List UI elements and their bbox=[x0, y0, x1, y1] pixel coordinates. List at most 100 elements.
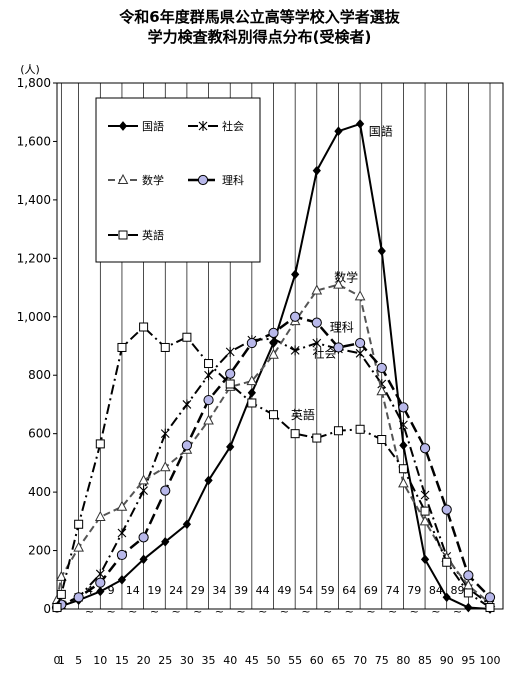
data-point bbox=[74, 519, 84, 529]
x-tick-label-lower: 5 bbox=[75, 654, 82, 667]
data-point bbox=[182, 519, 192, 530]
legend-item: 英語 bbox=[108, 228, 164, 242]
x-tick-label-lower: 70 bbox=[353, 654, 367, 667]
x-tick-label-upper: 64 bbox=[342, 584, 356, 597]
chart-title-line2: 学力検査教科別得点分布(受検者) bbox=[147, 28, 372, 46]
y-tick-label: 1,800 bbox=[17, 76, 51, 90]
data-point bbox=[117, 173, 129, 184]
x-tick-label-upper: 9 bbox=[108, 584, 115, 597]
data-point bbox=[182, 399, 192, 410]
x-tick-label-lower: 65 bbox=[331, 654, 345, 667]
series-4 bbox=[52, 322, 495, 613]
data-point bbox=[312, 165, 321, 176]
data-point bbox=[312, 338, 322, 349]
x-tick-label-lower: 50 bbox=[267, 654, 281, 667]
data-point bbox=[159, 461, 171, 472]
data-point bbox=[377, 246, 386, 256]
x-tick-label-lower: 10 bbox=[93, 654, 107, 667]
data-point bbox=[354, 290, 366, 301]
data-point bbox=[203, 394, 214, 406]
data-point bbox=[139, 554, 148, 565]
series-line bbox=[56, 283, 491, 604]
data-point bbox=[464, 602, 473, 613]
data-point bbox=[55, 570, 67, 581]
x-tick-label-upper: 14 bbox=[126, 584, 140, 597]
x-tick-label-lower: 1 bbox=[58, 654, 65, 667]
data-point bbox=[419, 443, 431, 454]
x-tick-label-upper: 69 bbox=[364, 584, 378, 597]
x-tick-label-lower: 100 bbox=[480, 654, 501, 667]
range-tilde-mark: ~ bbox=[323, 605, 332, 618]
series-annotation: 数学 bbox=[334, 270, 358, 285]
data-point bbox=[117, 528, 127, 539]
y-tick-label: 200 bbox=[28, 544, 51, 558]
x-tick-label-upper: 49 bbox=[277, 584, 291, 597]
range-tilde-mark: ~ bbox=[193, 605, 202, 618]
data-point bbox=[96, 586, 105, 597]
x-tick-label-lower: 35 bbox=[202, 654, 216, 667]
data-point bbox=[204, 475, 213, 486]
data-point bbox=[118, 230, 128, 240]
y-tick-label: 0 bbox=[43, 602, 51, 616]
range-tilde-mark: ~ bbox=[388, 605, 397, 618]
data-point bbox=[197, 174, 209, 186]
data-point bbox=[334, 126, 343, 137]
range-tilde-mark: ~ bbox=[236, 605, 245, 618]
legend-item: 理科 bbox=[188, 173, 244, 187]
legend-label: 数学 bbox=[142, 173, 164, 187]
data-point bbox=[160, 342, 170, 352]
legend-label: 理科 bbox=[222, 173, 244, 187]
data-point bbox=[160, 428, 170, 439]
range-tilde-mark: ~ bbox=[280, 605, 289, 618]
data-point bbox=[398, 477, 409, 488]
x-tick-label-upper: 34 bbox=[212, 584, 226, 597]
y-axis-unit: (人) bbox=[20, 63, 40, 76]
data-point bbox=[377, 435, 387, 445]
x-tick-label-lower: 0 bbox=[54, 654, 61, 667]
data-point bbox=[160, 485, 171, 496]
data-point bbox=[247, 387, 256, 398]
data-point bbox=[198, 121, 208, 131]
x-tick-label-lower: 95 bbox=[461, 654, 475, 667]
data-point bbox=[204, 359, 214, 369]
data-point bbox=[398, 464, 408, 474]
data-point bbox=[225, 346, 235, 357]
data-point bbox=[463, 570, 474, 581]
chart-title-line1: 令和6年度群馬県公立高等学校入学者選抜 bbox=[119, 8, 400, 26]
data-point bbox=[355, 348, 365, 359]
data-point bbox=[419, 515, 431, 526]
range-tilde-mark: ~ bbox=[215, 605, 224, 618]
range-tilde-mark: ~ bbox=[150, 605, 159, 618]
series-2 bbox=[51, 278, 496, 608]
data-point bbox=[333, 426, 343, 436]
x-tick-label-upper: 44 bbox=[256, 584, 270, 597]
data-point bbox=[73, 592, 84, 603]
data-point bbox=[399, 419, 408, 430]
data-point bbox=[94, 510, 106, 521]
legend-item: 社会 bbox=[188, 119, 244, 133]
x-tick-label-upper: 84 bbox=[429, 584, 443, 597]
x-tick-label-lower: 20 bbox=[137, 654, 151, 667]
legend-label: 英語 bbox=[142, 228, 164, 242]
x-tick-label-lower: 55 bbox=[288, 654, 302, 667]
x-tick-label-upper: 59 bbox=[321, 584, 335, 597]
series-annotation: 理科 bbox=[330, 320, 354, 334]
x-tick-label-lower: 45 bbox=[245, 654, 259, 667]
data-point bbox=[290, 429, 300, 439]
y-tick-label: 1,600 bbox=[17, 134, 51, 148]
range-tilde-mark: ~ bbox=[128, 605, 137, 618]
data-point bbox=[290, 345, 300, 356]
x-tick-label-lower: 90 bbox=[440, 654, 454, 667]
range-tilde-mark: ~ bbox=[431, 605, 440, 618]
data-point bbox=[138, 474, 149, 485]
data-point bbox=[204, 370, 213, 381]
data-point bbox=[333, 342, 344, 353]
series-line bbox=[56, 326, 491, 609]
data-point bbox=[246, 337, 257, 349]
legend-label: 国語 bbox=[142, 119, 164, 133]
data-point bbox=[290, 311, 301, 322]
data-point bbox=[398, 402, 409, 413]
range-tilde-mark: ~ bbox=[453, 605, 462, 618]
x-tick-label-lower: 40 bbox=[223, 654, 237, 667]
